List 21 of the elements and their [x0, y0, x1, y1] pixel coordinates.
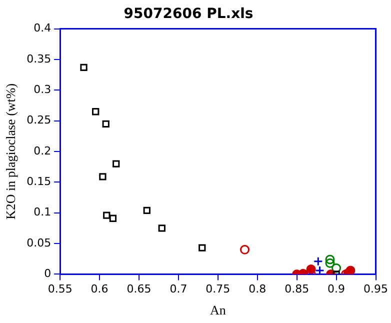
x-tick-label: 0.7 [170, 282, 188, 296]
y-axis-title: K2O in plagioclase (wt%) [3, 83, 18, 220]
chart-title: 95072606 PL.xls [124, 6, 254, 22]
y-tick-label: 0.25 [26, 114, 52, 127]
y-tick-label: 0 [44, 267, 52, 280]
x-tick-label: 0.65 [126, 282, 152, 296]
x-tick-label: 0.55 [48, 282, 72, 296]
y-tick-label: 0.3 [34, 83, 52, 96]
y-tick-label: 0.15 [26, 175, 52, 188]
x-tick-label: 0.9 [328, 282, 346, 296]
y-tick-label: 0.2 [34, 144, 52, 158]
y-tick-label: 0.35 [26, 52, 52, 66]
x-tick-label: 0.6 [90, 282, 108, 296]
x-tick-label: 0.8 [248, 282, 266, 296]
x-axis-title: An [210, 302, 226, 318]
y-tick-label: 0.1 [34, 206, 52, 219]
x-tick-label: 0.95 [364, 282, 388, 296]
x-tick-label: 0.85 [284, 282, 310, 296]
x-tick-label: 0.75 [206, 282, 230, 296]
y-tick-label: 0.05 [26, 236, 52, 250]
y-tick-label: 0.4 [34, 22, 52, 35]
